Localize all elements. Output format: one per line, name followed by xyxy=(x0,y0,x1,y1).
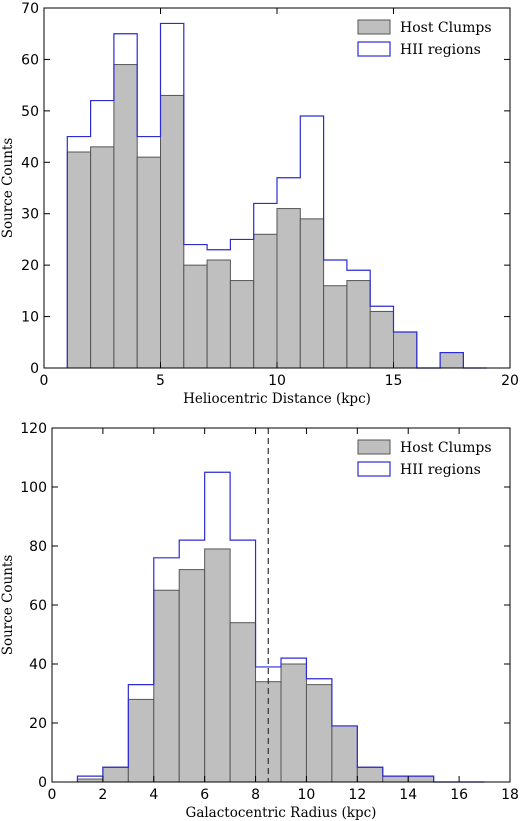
bar-host-clumps xyxy=(66,151,92,369)
bar-host-clumps xyxy=(127,698,155,783)
bar-host-clumps xyxy=(229,622,257,783)
panel-heliocentric: 0 5 10 15 20 0 10 20 30 40 50 60 70 Heliocentric Dist… xyxy=(0,1,519,407)
bar-host-clumps xyxy=(183,264,208,369)
bar-host-clumps xyxy=(206,259,231,369)
x-tick-label: 6 xyxy=(200,787,209,803)
y-tick-label: 80 xyxy=(29,539,47,555)
y-tick-label: 20 xyxy=(21,258,39,274)
y-tick-label: 60 xyxy=(21,52,39,68)
y-tick-label: 50 xyxy=(21,104,39,120)
x-tick-label: 15 xyxy=(385,373,403,389)
y-tick-label: 30 xyxy=(21,207,39,223)
legend-swatch-host-clumps xyxy=(357,439,391,455)
legend-swatch-hii-regions xyxy=(357,461,391,477)
bar-host-clumps xyxy=(382,775,409,783)
bar-host-clumps xyxy=(323,285,348,369)
bar-host-clumps xyxy=(160,94,185,369)
x-tick-label: 12 xyxy=(348,787,366,803)
y-tick-label: 70 xyxy=(21,1,39,17)
bar-host-clumps xyxy=(90,146,115,369)
legend-label-hii-regions: HII regions xyxy=(400,42,481,58)
bar-host-clumps xyxy=(136,156,161,369)
y-tick-label: 40 xyxy=(21,155,39,171)
bar-host-clumps xyxy=(113,64,138,369)
x-tick-label: 18 xyxy=(501,787,519,803)
x-axis-label: Galactocentric Radius (kpc) xyxy=(186,805,377,821)
bar-host-clumps xyxy=(299,218,325,369)
step-hii-regions xyxy=(66,22,487,369)
x-tick-label: 0 xyxy=(48,787,57,803)
bar-host-clumps xyxy=(393,331,418,369)
bar-host-clumps xyxy=(253,233,278,369)
y-axis-label: Source Counts xyxy=(0,138,16,239)
x-tick-label: 16 xyxy=(450,787,468,803)
x-tick-label: 8 xyxy=(251,787,260,803)
bar-host-clumps xyxy=(102,766,129,783)
y-tick-label: 0 xyxy=(30,361,39,377)
step-hii-regions xyxy=(76,471,485,783)
x-tick-label: 5 xyxy=(156,373,165,389)
bar-host-clumps xyxy=(346,280,371,369)
bar-host-clumps xyxy=(305,684,333,783)
y-tick-label: 20 xyxy=(29,716,47,732)
bar-host-clumps xyxy=(407,775,435,783)
bar-host-clumps xyxy=(331,725,358,783)
y-tick-label: 120 xyxy=(20,421,47,437)
y-axis-label: Source Counts xyxy=(0,555,16,656)
x-tick-label: 10 xyxy=(298,787,316,803)
bar-host-clumps xyxy=(356,766,384,783)
bar-host-clumps xyxy=(280,663,307,783)
legend-swatch-hii-regions xyxy=(357,41,391,57)
bar-host-clumps xyxy=(439,352,464,369)
bar-host-clumps xyxy=(178,569,206,783)
x-tick-label: 0 xyxy=(40,373,49,389)
legend-label-host-clumps: Host Clumps xyxy=(400,20,492,36)
bar-host-clumps xyxy=(369,310,395,369)
bar-host-clumps xyxy=(229,280,255,369)
y-tick-label: 10 xyxy=(21,310,39,326)
x-axis-label: Heliocentric Distance (kpc) xyxy=(183,391,371,407)
legend-label-hii-regions: HII regions xyxy=(400,462,481,478)
x-tick-label: 20 xyxy=(501,373,519,389)
bar-host-clumps xyxy=(204,548,231,783)
y-tick-label: 60 xyxy=(29,598,47,614)
y-tick-label: 40 xyxy=(29,657,47,673)
x-tick-label: 14 xyxy=(399,787,417,803)
legend-label-host-clumps: Host Clumps xyxy=(400,440,492,456)
panel-galactocentric: 0 2 4 6 8 10 12 14 16 18 0 20 40 60 80 100 120 Galactocen… xyxy=(0,421,519,821)
bar-host-clumps xyxy=(276,208,301,369)
legend-swatch-host-clumps xyxy=(357,19,391,35)
y-tick-label: 100 xyxy=(20,480,47,496)
x-tick-label: 2 xyxy=(98,787,107,803)
x-tick-label: 10 xyxy=(268,373,286,389)
x-tick-label: 4 xyxy=(149,787,158,803)
bar-host-clumps xyxy=(153,589,180,783)
y-tick-label: 0 xyxy=(38,775,47,791)
